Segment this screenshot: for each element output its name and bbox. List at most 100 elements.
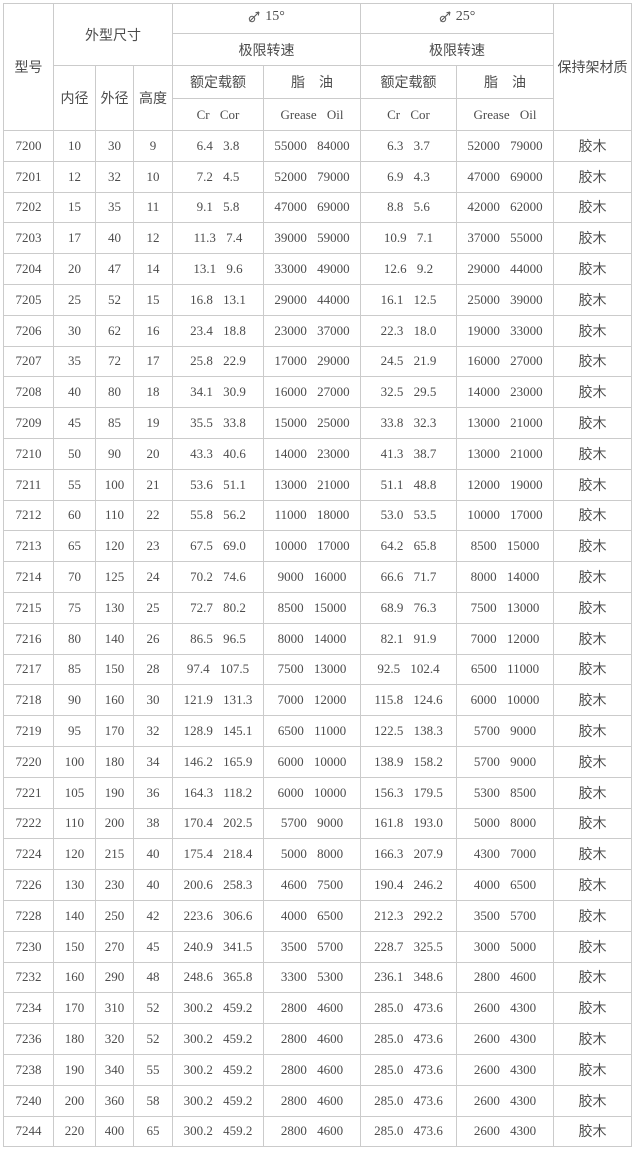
angle-15-label: 15° — [265, 8, 285, 24]
grease-oil-25-cell: 25000 39000 — [456, 283, 555, 316]
height-cell: 52 — [133, 992, 173, 1025]
grease-oil-15-cell: 3300 5300 — [262, 961, 362, 994]
inner-diameter-cell: 35 — [53, 345, 96, 378]
cr-cor-25-cell: 228.7 325.5 — [360, 930, 458, 963]
cr-cor-25-cell: 16.1 12.5 — [360, 283, 458, 316]
cage-material-cell: 胶木 — [553, 992, 633, 1025]
table-row: 7212 60 110 22 55.8 56.2 11000 18000 53.0 53.5… — [3, 499, 633, 532]
grease-oil-15-cell: 2800 4600 — [262, 1115, 362, 1148]
cr-cor-25-cell: 41.3 38.7 — [360, 437, 458, 470]
table-row: 7221 105 190 36 164.3 118.2 6000 10000 156.3 1… — [3, 776, 633, 809]
inner-diameter-cell: 45 — [53, 407, 96, 439]
height-cell: 24 — [133, 561, 173, 593]
grease-oil-25-cell: 3500 5700 — [456, 899, 555, 932]
outer-diameter-cell: 215 — [95, 838, 134, 871]
cr-cor-25-cell: 6.9 4.3 — [360, 160, 458, 193]
cage-material-cell: 胶木 — [553, 222, 633, 255]
cr-cor-15-cell: 23.4 18.8 — [172, 314, 264, 347]
cage-material-cell: 胶木 — [553, 561, 633, 593]
inner-diameter-cell: 200 — [53, 1084, 96, 1117]
table-row: 7219 95 170 32 128.9 145.1 6500 11000 122.5 13… — [3, 715, 633, 747]
table-header: 型号 外型尺寸 15° — [3, 3, 633, 131]
outer-diameter-cell: 190 — [95, 776, 134, 809]
cage-material-cell: 胶木 — [553, 591, 633, 624]
inner-diameter-cell: 110 — [53, 807, 96, 840]
grease-oil-25-cell: 4300 7000 — [456, 838, 555, 871]
grease-oil-25-cell: 6500 11000 — [456, 653, 555, 686]
cr-cor-15-header: Cr Cor — [172, 98, 264, 131]
cage-material-header: 保持架材质 — [553, 3, 633, 131]
table-row: 7205 25 52 15 16.8 13.1 29000 44000 16.1 12.5 2… — [3, 283, 633, 316]
cr-cor-15-cell: 34.1 30.9 — [172, 376, 264, 409]
cr-cor-15-cell: 43.3 40.6 — [172, 437, 264, 470]
cr-cor-25-cell: 12.6 9.2 — [360, 253, 458, 285]
grease-oil-25-cell: 14000 23000 — [456, 376, 555, 409]
grease-oil-15-cell: 14000 23000 — [262, 437, 362, 470]
table-row: 7215 75 130 25 72.7 80.2 8500 15000 68.9 76.3 7… — [3, 591, 633, 624]
model-cell: 7206 — [3, 314, 54, 347]
inner-diameter-header: 内径 — [53, 65, 96, 131]
grease-oil-en-15-header: Grease Oil — [262, 98, 362, 131]
table-row: 7240 200 360 58 300.2 459.2 2800 4600 285.0 47… — [3, 1084, 633, 1117]
grease-oil-15-cell: 39000 59000 — [262, 222, 362, 255]
table-row: 7202 15 35 11 9.1 5.8 47000 69000 8.8 5.6 42000… — [3, 191, 633, 224]
table-row: 7218 90 160 30 121.9 131.3 7000 12000 115.8 12… — [3, 684, 633, 717]
grease-oil-25-cell: 8500 15000 — [456, 530, 555, 563]
model-cell: 7220 — [3, 745, 54, 778]
model-cell: 7217 — [3, 653, 54, 686]
table-row: 7224 120 215 40 175.4 218.4 5000 8000 166.3 20… — [3, 838, 633, 871]
height-cell: 18 — [133, 376, 173, 409]
cage-material-cell: 胶木 — [553, 160, 633, 193]
outer-diameter-cell: 250 — [95, 899, 134, 932]
cr-cor-25-cell: 285.0 473.6 — [360, 1115, 458, 1148]
cr-cor-25-cell: 8.8 5.6 — [360, 191, 458, 224]
grease-oil-25-cell: 29000 44000 — [456, 253, 555, 285]
cage-material-cell: 胶木 — [553, 1023, 633, 1055]
inner-diameter-cell: 120 — [53, 838, 96, 871]
cr-cor-15-cell: 13.1 9.6 — [172, 253, 264, 285]
inner-diameter-cell: 85 — [53, 653, 96, 686]
grease-oil-25-cell: 3000 5000 — [456, 930, 555, 963]
cage-material-cell: 胶木 — [553, 253, 633, 285]
cr-cor-15-cell: 25.8 22.9 — [172, 345, 264, 378]
header-row-1: 型号 外型尺寸 15° — [3, 3, 633, 131]
cage-material-cell: 胶木 — [553, 745, 633, 778]
inner-diameter-cell: 60 — [53, 499, 96, 532]
grease-oil-15-cell: 2800 4600 — [262, 992, 362, 1025]
outer-diameter-cell: 310 — [95, 992, 134, 1025]
grease-oil-25-cell: 2800 4600 — [456, 961, 555, 994]
model-cell: 7212 — [3, 499, 54, 532]
cr-cor-25-cell: 53.0 53.5 — [360, 499, 458, 532]
table-row: 7217 85 150 28 97.4 107.5 7500 13000 92.5 102.… — [3, 653, 633, 686]
cage-material-cell: 胶木 — [553, 1053, 633, 1086]
cr-cor-15-cell: 300.2 459.2 — [172, 992, 264, 1025]
angle-25-label: 25° — [455, 8, 476, 24]
outer-diameter-cell: 200 — [95, 807, 134, 840]
cr-cor-15-cell: 128.9 145.1 — [172, 715, 264, 747]
height-cell: 9 — [133, 130, 173, 162]
cage-material-cell: 胶木 — [553, 684, 633, 717]
table-row: 7226 130 230 40 200.6 258.3 4600 7500 190.4 24… — [3, 869, 633, 901]
model-cell: 7218 — [3, 684, 54, 717]
cage-material-cell: 胶木 — [553, 530, 633, 563]
cage-material-cell: 胶木 — [553, 376, 633, 409]
outer-diameter-cell: 180 — [95, 745, 134, 778]
cr-cor-15-cell: 300.2 459.2 — [172, 1053, 264, 1086]
table-row: 7204 20 47 14 13.1 9.6 33000 49000 12.6 9.2 290… — [3, 253, 633, 285]
cr-cor-25-cell: 32.5 29.5 — [360, 376, 458, 409]
cr-cor-25-cell: 82.1 91.9 — [360, 622, 458, 655]
grease-oil-25-cell: 42000 62000 — [456, 191, 555, 224]
cage-material-cell: 胶木 — [553, 869, 633, 901]
cr-cor-25-cell: 212.3 292.2 — [360, 899, 458, 932]
grease-oil-15-cell: 11000 18000 — [262, 499, 362, 532]
height-cell: 42 — [133, 899, 173, 932]
cr-cor-15-cell: 55.8 56.2 — [172, 499, 264, 532]
inner-diameter-cell: 25 — [53, 283, 96, 316]
grease-oil-15-cell: 7500 13000 — [262, 653, 362, 686]
cr-cor-15-cell: 72.7 80.2 — [172, 591, 264, 624]
cr-cor-25-cell: 92.5 102.4 — [360, 653, 458, 686]
inner-diameter-cell: 140 — [53, 899, 96, 932]
cage-material-cell: 胶木 — [553, 1084, 633, 1117]
inner-diameter-cell: 70 — [53, 561, 96, 593]
height-cell: 16 — [133, 314, 173, 347]
